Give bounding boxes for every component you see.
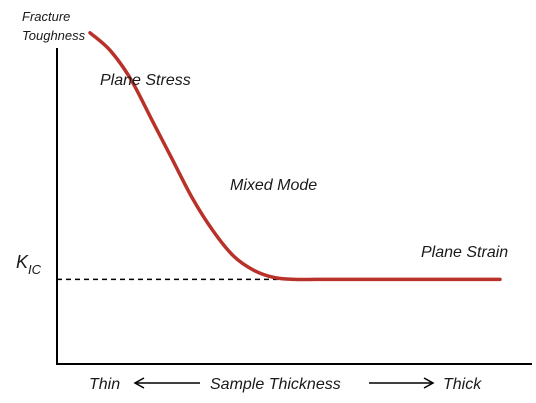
kic-label-main: K [16, 252, 29, 272]
x-axis-start-label: Thin [89, 376, 120, 393]
left-arrow [133, 377, 200, 389]
x-axis-end-label: Thick [443, 376, 482, 393]
kic-label: KIC [16, 252, 42, 277]
mixed-mode-annotation: Mixed Mode [230, 177, 317, 194]
kic-label-subscript: IC [28, 262, 42, 277]
plane-stress-annotation: Plane Stress [100, 72, 191, 89]
x-axis-label: Sample Thickness [210, 376, 341, 393]
plane-strain-annotation: Plane Strain [421, 244, 508, 261]
fracture-toughness-curve [88, 31, 502, 282]
y-axis-label-line1: Fracture [22, 9, 70, 24]
y-axis-label-line2: Toughness [22, 28, 86, 43]
right-arrow [369, 377, 435, 389]
